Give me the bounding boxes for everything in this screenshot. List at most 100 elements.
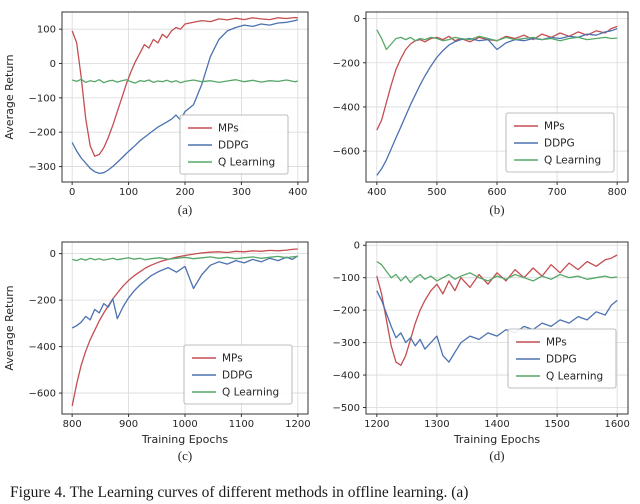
x-tick-labels: 0 100 200 300 400 [69, 187, 307, 198]
svg-text:800: 800 [63, 419, 82, 430]
legend-label-ddpg: DDPG [544, 138, 575, 150]
svg-text:−100: −100 [333, 273, 360, 284]
svg-text:0: 0 [50, 249, 56, 260]
series-line-q-learning [376, 29, 618, 51]
subplot-d: 1200 1300 1400 1500 1600 0 −100 −200 −300 −400 −50… [320, 236, 638, 464]
svg-text:100: 100 [119, 187, 138, 198]
subplot-label: (a) [178, 202, 192, 217]
legend-label-ddpg: DDPG [546, 354, 577, 366]
svg-text:1200: 1200 [364, 419, 389, 430]
legend-label-mps: MPs [218, 123, 239, 135]
svg-text:1400: 1400 [484, 419, 509, 430]
subplot-grid: 0 100 200 300 400 100 0 −100 −200 −300 Average Ret… [0, 6, 638, 464]
svg-text:0: 0 [354, 14, 360, 25]
svg-text:−200: −200 [333, 306, 360, 317]
svg-text:−200: −200 [29, 296, 56, 307]
series-line-q-learning [72, 255, 298, 262]
subplot-label: (c) [178, 448, 192, 463]
subplot-b-svg: 400 500 600 700 800 0 −200 −400 −600 (b) MPs DDPG Q … [333, 11, 629, 217]
svg-text:−400: −400 [333, 371, 360, 382]
legend-label-q-learning: Q Learning [222, 387, 279, 399]
svg-text:600: 600 [487, 187, 506, 198]
svg-text:−200: −200 [333, 58, 360, 69]
subplot-c-svg: 800 900 1000 1100 1200 0 −200 −400 −600 Average R… [3, 241, 311, 463]
svg-text:−100: −100 [29, 93, 56, 104]
svg-text:−400: −400 [29, 342, 56, 353]
figure-caption: Figure 4. The Learning curves of differe… [10, 484, 469, 501]
subplot-a-svg: 0 100 200 300 400 100 0 −100 −200 −300 Average Ret… [3, 11, 309, 217]
series-line-q-learning [376, 260, 618, 284]
svg-text:900: 900 [119, 419, 138, 430]
axes [59, 11, 309, 185]
svg-text:1500: 1500 [544, 419, 569, 430]
subplot-a: 0 100 200 300 400 100 0 −100 −200 −300 Average Ret… [0, 6, 318, 218]
svg-text:400: 400 [367, 187, 386, 198]
y-tick-labels: 100 0 −100 −200 −300 [29, 25, 56, 173]
svg-text:400: 400 [288, 187, 307, 198]
series-line-ddpg [376, 27, 618, 176]
svg-text:0: 0 [354, 241, 360, 252]
svg-text:−500: −500 [333, 403, 360, 414]
tick-marks [363, 244, 618, 417]
svg-text:−300: −300 [29, 162, 56, 173]
svg-text:200: 200 [175, 187, 194, 198]
axes [363, 11, 629, 185]
svg-text:0: 0 [69, 187, 75, 198]
svg-text:1600: 1600 [604, 419, 629, 430]
legend-label-ddpg: DDPG [222, 370, 253, 382]
legend-label-mps: MPs [546, 337, 567, 349]
x-tick-labels: 800 900 1000 1100 1200 [63, 419, 311, 430]
tick-marks [363, 18, 618, 185]
series-line-ddpg [71, 255, 299, 329]
svg-text:−600: −600 [333, 147, 360, 158]
svg-text:700: 700 [548, 187, 567, 198]
legend: MPs DDPG Q Learning [507, 328, 617, 389]
gridlines [366, 242, 628, 414]
legend-label-q-learning: Q Learning [218, 157, 275, 169]
x-axis-label: Training Epochs [453, 433, 541, 446]
legend-label-mps: MPs [222, 353, 243, 365]
svg-text:300: 300 [232, 187, 251, 198]
series-line-mps [376, 25, 618, 131]
x-tick-labels: 1200 1300 1400 1500 1600 [364, 419, 630, 430]
tick-marks [59, 253, 299, 417]
svg-text:−300: −300 [333, 338, 360, 349]
legend-label-mps: MPs [544, 121, 565, 133]
legend-label-ddpg: DDPG [218, 140, 249, 152]
y-axis-label: Average Return [3, 54, 16, 139]
y-tick-labels: 0 −200 −400 −600 [333, 14, 360, 157]
x-axis-label: Training Epochs [141, 433, 229, 446]
legend: MPs DDPG Q Learning [179, 114, 289, 175]
svg-text:1100: 1100 [229, 419, 254, 430]
legend: MPs DDPG Q Learning [183, 344, 293, 405]
gridlines [62, 242, 308, 414]
svg-text:1300: 1300 [424, 419, 449, 430]
series-line-mps [71, 248, 298, 407]
legend-label-q-learning: Q Learning [546, 371, 603, 383]
y-tick-labels: 0 −100 −200 −300 −400 −500 [333, 241, 360, 414]
svg-text:−600: −600 [29, 389, 56, 400]
svg-text:1000: 1000 [172, 419, 197, 430]
svg-text:500: 500 [427, 187, 446, 198]
legend-label-q-learning: Q Learning [544, 155, 601, 167]
y-tick-labels: 0 −200 −400 −600 [29, 249, 56, 399]
subplot-c: 800 900 1000 1100 1200 0 −200 −400 −600 Average R… [0, 236, 318, 464]
svg-text:0: 0 [50, 59, 56, 70]
series-line-q-learning [72, 78, 298, 84]
x-tick-labels: 400 500 600 700 800 [367, 187, 626, 198]
svg-text:100: 100 [37, 25, 56, 36]
svg-text:−200: −200 [29, 128, 56, 139]
svg-text:800: 800 [608, 187, 627, 198]
subplot-label: (b) [489, 202, 504, 217]
axes [363, 241, 629, 417]
subplot-label: (d) [489, 448, 504, 463]
svg-text:1200: 1200 [285, 419, 310, 430]
series-line-ddpg [71, 18, 299, 175]
series-line-mps [71, 16, 298, 157]
y-axis-label: Average Return [3, 285, 16, 370]
series-line-ddpg [376, 290, 618, 363]
svg-text:−400: −400 [333, 102, 360, 113]
tick-marks [59, 28, 299, 185]
subplot-d-svg: 1200 1300 1400 1500 1600 0 −100 −200 −300 −400 −50… [333, 241, 630, 463]
